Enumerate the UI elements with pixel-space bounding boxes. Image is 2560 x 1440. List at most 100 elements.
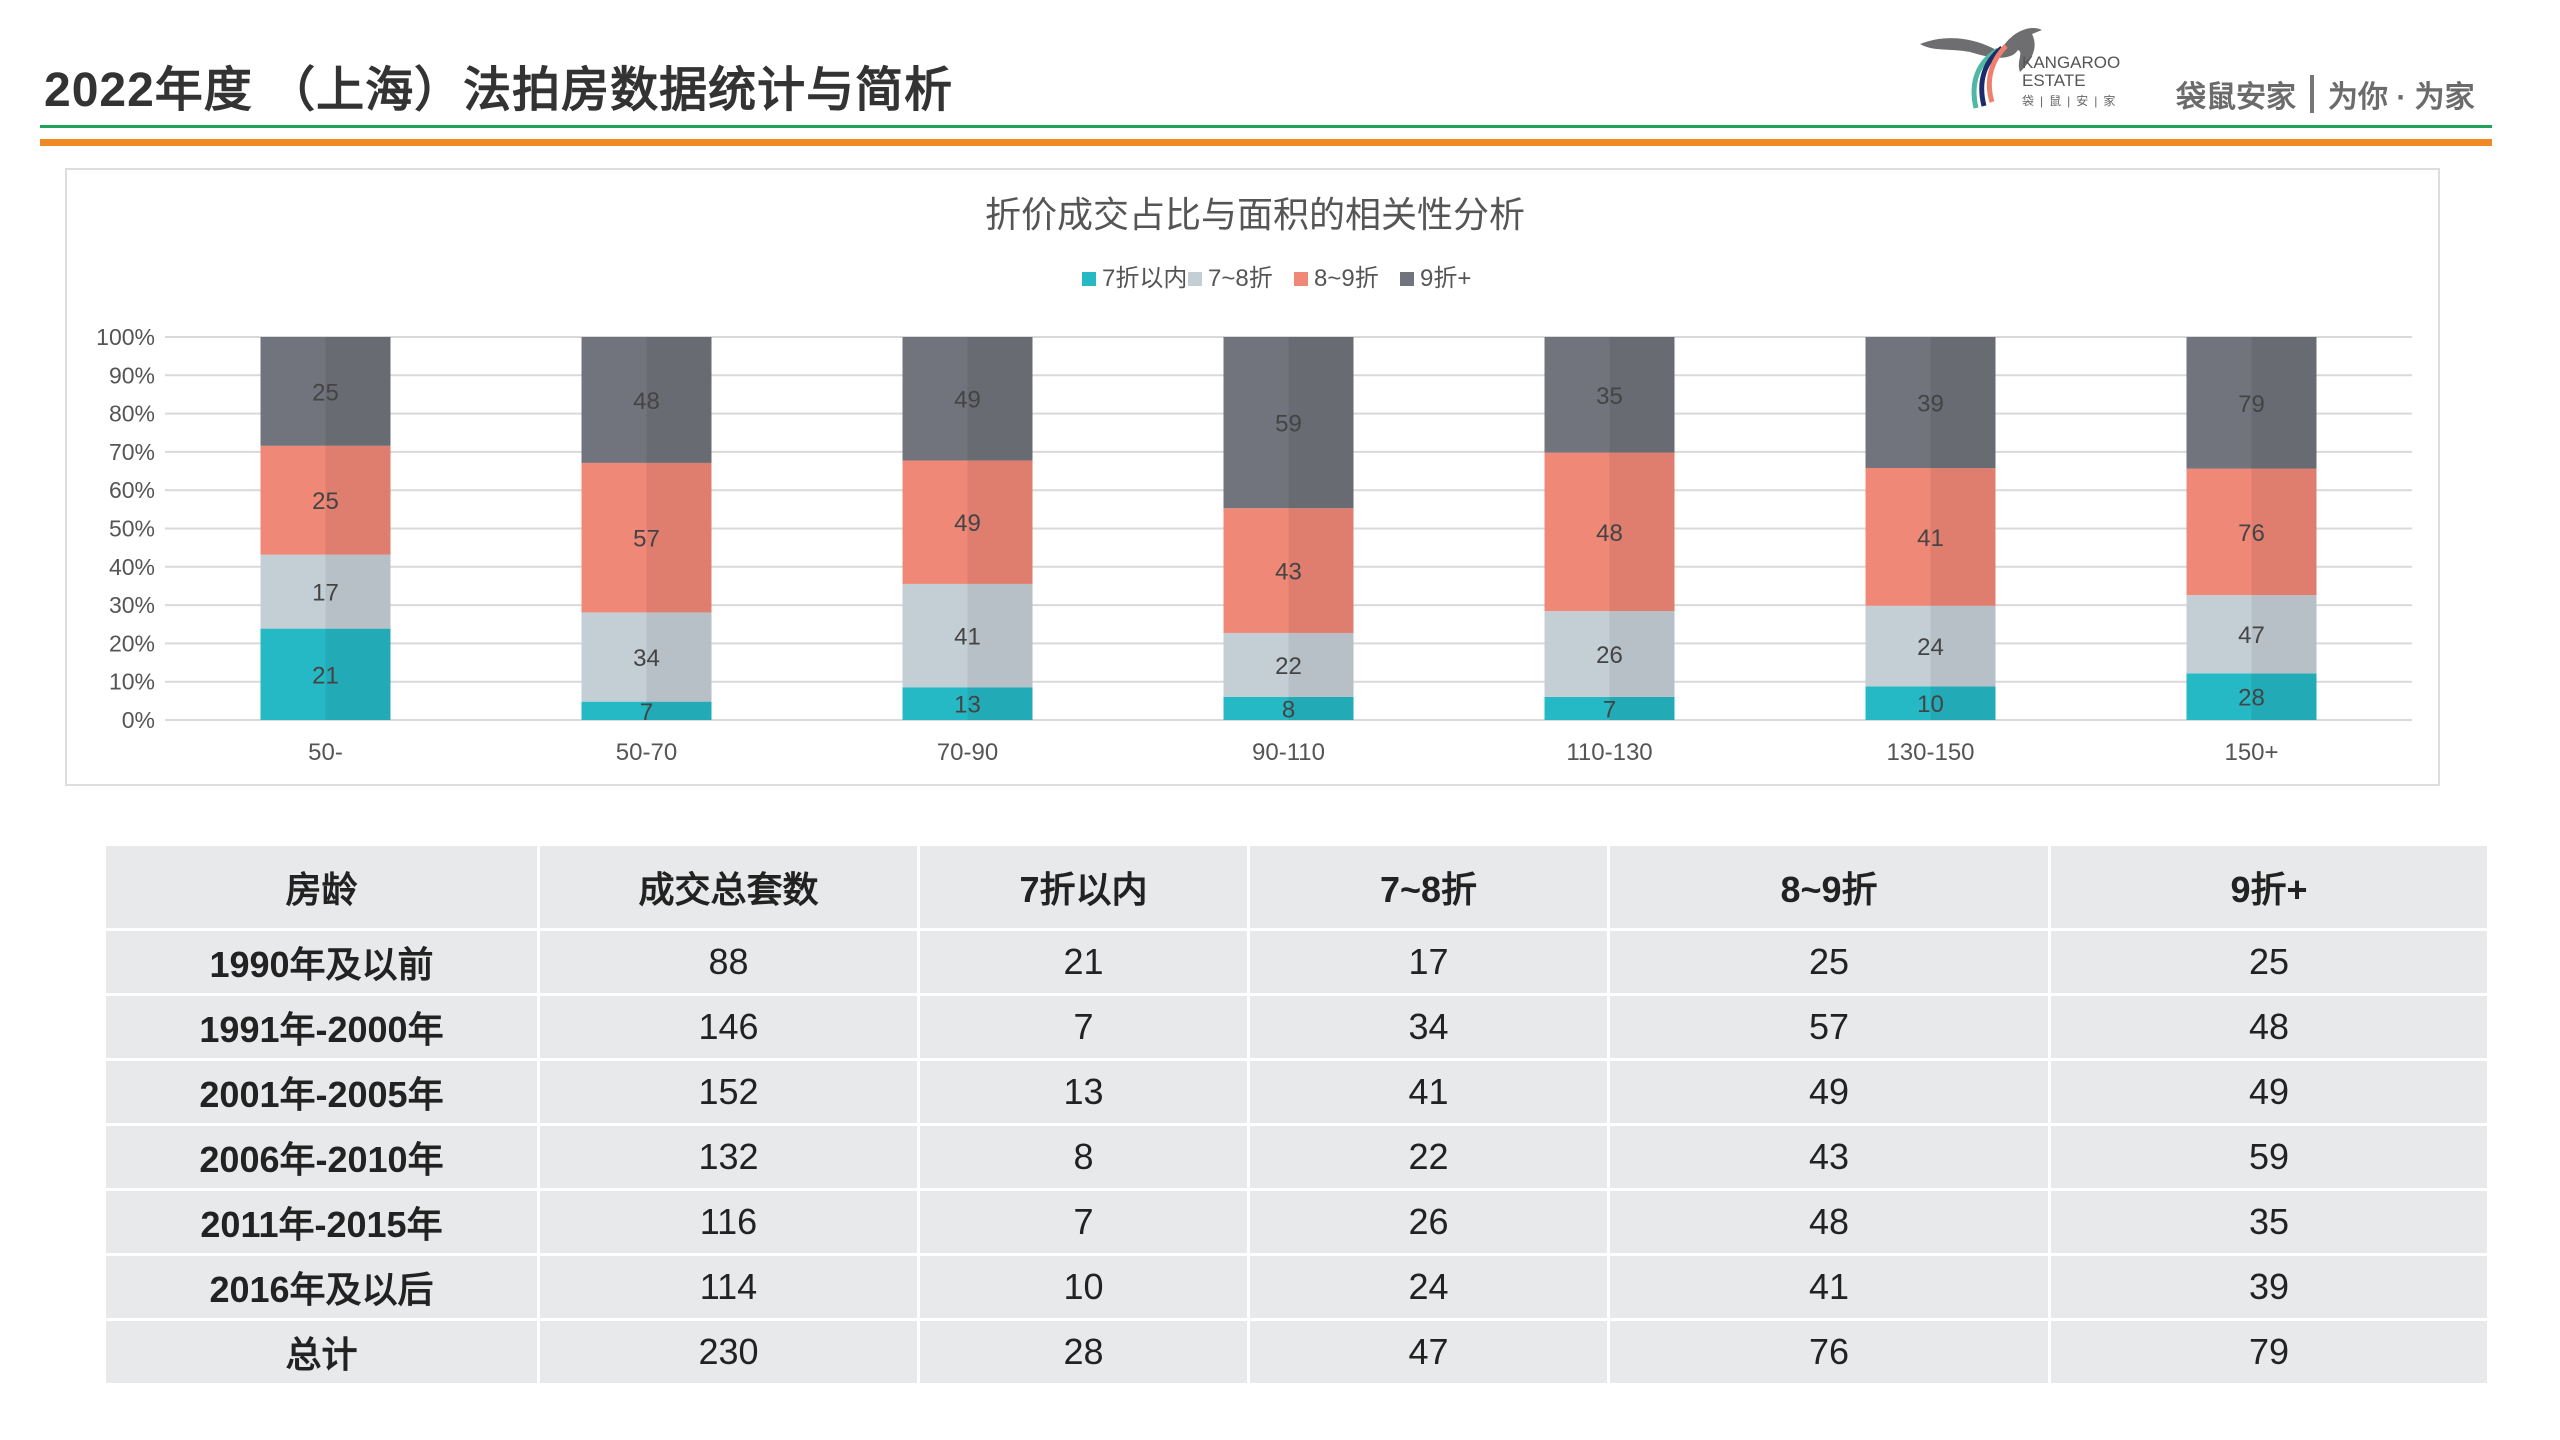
data-label: 10 (1917, 691, 1944, 718)
table-cell: 26 (1247, 1188, 1610, 1256)
column-header: 成交总套数 (537, 843, 920, 931)
data-label: 26 (1596, 642, 1623, 669)
data-label: 39 (1917, 391, 1944, 418)
data-label: 49 (954, 510, 981, 537)
table-row: 2011年-2015年 116 7 26 48 35 (103, 1188, 2490, 1256)
table-row: 2006年-2010年 132 8 22 43 59 (103, 1123, 2490, 1191)
bar-segment-shade (1288, 337, 1354, 509)
header-divider-green (40, 125, 2492, 128)
table-row: 1991年-2000年 146 7 34 57 48 (103, 993, 2490, 1061)
bar-segment (1865, 605, 1996, 687)
bar-segment-shade (1288, 508, 1354, 633)
table-row: 总计 230 28 47 76 79 (103, 1318, 2490, 1386)
legend-swatch (1294, 272, 1308, 286)
row-header-cell: 2016年及以后 (103, 1253, 540, 1321)
table-cell: 22 (1247, 1123, 1610, 1191)
y-tick-label: 80% (109, 401, 155, 427)
table-cell: 39 (2048, 1253, 2490, 1321)
data-table: 房龄 成交总套数 7折以内 7~8折 8~9折 9折+ 1990年及以前 88 21 17 25 2… (103, 843, 2490, 1386)
bar-segment-shade (1930, 468, 1996, 606)
table-header-row: 房龄 成交总套数 7折以内 7~8折 8~9折 9折+ (103, 843, 2490, 931)
table-cell: 79 (2048, 1318, 2490, 1386)
stacked-bar-chart: 折价成交占比与面积的相关性分析 7折以内 7~8折 8~9折 9折+ 0% 10% 20%… (96, 194, 2412, 766)
data-label: 48 (1596, 520, 1623, 547)
slogan: 袋鼠安家 为你 · 为家 (2176, 72, 2475, 116)
table-cell: 49 (2048, 1058, 2490, 1126)
x-tick-label: 130-150 (1886, 739, 1974, 766)
column-header: 7~8折 (1247, 843, 1610, 931)
y-tick-label: 90% (109, 362, 155, 388)
bar-segment-shade (2251, 468, 2317, 596)
data-label: 7 (1603, 696, 1616, 723)
bar-segment-shade (967, 337, 1033, 461)
slogan-divider (2310, 75, 2314, 113)
table-cell: 7 (917, 1188, 1250, 1256)
y-tick-label: 20% (109, 630, 155, 656)
table-cell: 114 (537, 1253, 920, 1321)
table-cell: 76 (1607, 1318, 2051, 1386)
bar-segment-shade (1930, 605, 1996, 687)
table-cell: 25 (1607, 928, 2051, 996)
data-label: 7 (640, 699, 653, 726)
data-label: 21 (312, 662, 339, 689)
data-label: 28 (2238, 685, 2265, 712)
x-tick-label: 110-130 (1566, 739, 1652, 766)
logo-cn: 袋|鼠|安|家 (2022, 94, 2122, 108)
y-tick-label: 30% (109, 592, 155, 618)
bar-segment (2186, 595, 2317, 674)
row-header-cell: 2001年-2005年 (103, 1058, 540, 1126)
y-tick-label: 70% (109, 439, 155, 465)
bar-segment (581, 612, 712, 702)
bar-segment (902, 583, 1033, 688)
table-cell: 13 (917, 1058, 1250, 1126)
bar-segment (1544, 611, 1675, 697)
data-label: 25 (312, 488, 339, 515)
legend-swatch (1400, 272, 1414, 286)
chart-title: 折价成交占比与面积的相关性分析 (985, 194, 1525, 235)
column-header: 房龄 (103, 843, 540, 931)
row-header-cell: 总计 (103, 1318, 540, 1386)
table-cell: 152 (537, 1058, 920, 1126)
legend-label: 7~8折 (1208, 265, 1273, 292)
table-cell: 17 (1247, 928, 1610, 996)
bar-segment (902, 460, 1033, 584)
bar-segment-shade (1930, 337, 1996, 469)
bar-segment-shade (325, 554, 391, 629)
x-tick-label: 50- (308, 739, 343, 766)
table-cell: 7 (917, 993, 1250, 1061)
x-tick-label: 90-110 (1252, 739, 1325, 766)
table-cell: 57 (1607, 993, 2051, 1061)
chart-container: 折价成交占比与面积的相关性分析 7折以内 7~8折 8~9折 9折+ 0% 10% 20%… (65, 168, 2440, 786)
data-label: 41 (954, 624, 981, 651)
row-header-cell: 1991年-2000年 (103, 993, 540, 1061)
table-cell: 48 (2048, 993, 2490, 1061)
bar-segment-shade (646, 462, 712, 613)
row-header-cell: 2011年-2015年 (103, 1188, 540, 1256)
table-cell: 25 (2048, 928, 2490, 996)
column-header: 9折+ (2048, 843, 2490, 931)
bar-segment (1223, 508, 1354, 633)
table-cell: 35 (2048, 1188, 2490, 1256)
row-header-cell: 1990年及以前 (103, 928, 540, 996)
legend-swatch (1082, 272, 1096, 286)
bar-segment (2186, 468, 2317, 596)
bar-segment (2186, 673, 2317, 720)
table-cell: 34 (1247, 993, 1610, 1061)
legend-label: 8~9折 (1314, 265, 1379, 292)
bar-segment (1865, 337, 1996, 469)
y-tick-label: 40% (109, 554, 155, 580)
bar-segment (1544, 337, 1675, 453)
table-cell: 146 (537, 993, 920, 1061)
table-cell: 88 (537, 928, 920, 996)
y-tick-label: 100% (96, 324, 155, 350)
table-cell: 24 (1247, 1253, 1610, 1321)
bar-segment (2186, 337, 2317, 469)
bar-segment-shade (325, 445, 391, 555)
table-row: 2001年-2005年 152 13 41 49 49 (103, 1058, 2490, 1126)
data-label: 47 (2238, 622, 2265, 649)
bar-segment-shade (325, 628, 391, 720)
table-cell: 47 (1247, 1318, 1610, 1386)
bar-segment-shade (2251, 673, 2317, 720)
table-cell: 41 (1607, 1253, 2051, 1321)
data-label: 24 (1917, 634, 1944, 661)
